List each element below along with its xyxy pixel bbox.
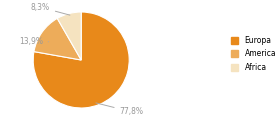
Text: 77,8%: 77,8% — [96, 103, 144, 116]
Text: 13,9%: 13,9% — [19, 37, 49, 46]
Wedge shape — [57, 12, 81, 60]
Legend: Europa, America, Africa: Europa, America, Africa — [231, 36, 276, 72]
Wedge shape — [34, 18, 81, 60]
Wedge shape — [33, 12, 129, 108]
Text: 8,3%: 8,3% — [31, 3, 70, 15]
